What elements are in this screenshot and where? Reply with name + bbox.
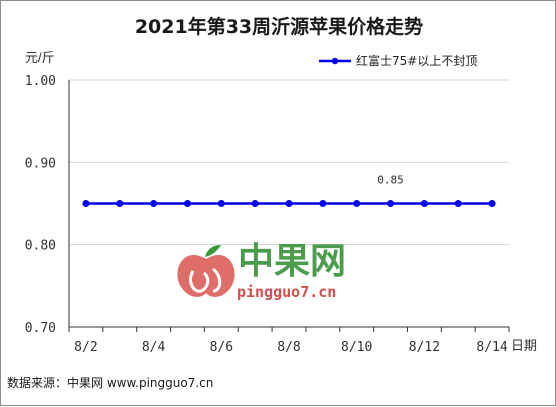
data-point bbox=[150, 200, 158, 207]
watermark: 中果网 pingguo7.cn bbox=[177, 241, 346, 301]
x-tick-label: 8/10 bbox=[341, 340, 372, 355]
source-note: 数据来源：中果网 www.pingguo7.cn bbox=[7, 375, 213, 390]
data-point bbox=[420, 200, 428, 207]
x-tick-label: 8/12 bbox=[409, 340, 440, 355]
x-axis-label: 日期 bbox=[511, 338, 537, 353]
y-tick-label: 0.80 bbox=[25, 239, 56, 254]
x-tick-label: 8/4 bbox=[142, 340, 166, 355]
x-tick-label: 8/2 bbox=[74, 340, 97, 355]
x-tick-label: 8/14 bbox=[476, 340, 507, 355]
data-point bbox=[183, 200, 191, 207]
data-point bbox=[454, 200, 462, 207]
x-tick-label: 8/6 bbox=[210, 340, 233, 355]
y-tick-label: 0.70 bbox=[25, 321, 56, 336]
annotations: 0.85 bbox=[377, 174, 404, 187]
data-point bbox=[251, 200, 259, 207]
data-label: 0.85 bbox=[377, 174, 404, 187]
data-point bbox=[488, 200, 496, 207]
data-point bbox=[82, 200, 90, 207]
watermark-url: pingguo7.cn bbox=[237, 283, 336, 301]
x-axis-ticks: 8/2 8/4 8/6 8/8 8/10 8/12 8/14 bbox=[68, 327, 510, 355]
data-point bbox=[217, 200, 225, 207]
y-tick-label: 0.90 bbox=[25, 156, 56, 171]
apple-logo-icon bbox=[177, 245, 235, 297]
grid-lines bbox=[69, 79, 509, 246]
data-point bbox=[353, 200, 361, 207]
data-point bbox=[319, 200, 327, 207]
watermark-name: 中果网 bbox=[238, 241, 346, 282]
data-point bbox=[387, 200, 395, 207]
data-point bbox=[285, 200, 293, 207]
axes bbox=[68, 80, 509, 328]
data-point bbox=[116, 200, 124, 207]
y-tick-label: 1.00 bbox=[25, 74, 56, 89]
legend: 红富士75#以上不封顶 bbox=[319, 53, 477, 68]
legend-marker bbox=[331, 57, 339, 65]
series-group bbox=[82, 200, 496, 207]
legend-series-label: 红富士75#以上不封顶 bbox=[356, 53, 477, 68]
y-axis-unit-label: 元/斤 bbox=[25, 50, 55, 65]
y-axis-ticks: 0.70 0.80 0.90 1.00 bbox=[25, 74, 56, 336]
chart-title: 2021年第33周沂源苹果价格走势 bbox=[135, 15, 423, 38]
x-tick-label: 8/8 bbox=[277, 340, 300, 355]
